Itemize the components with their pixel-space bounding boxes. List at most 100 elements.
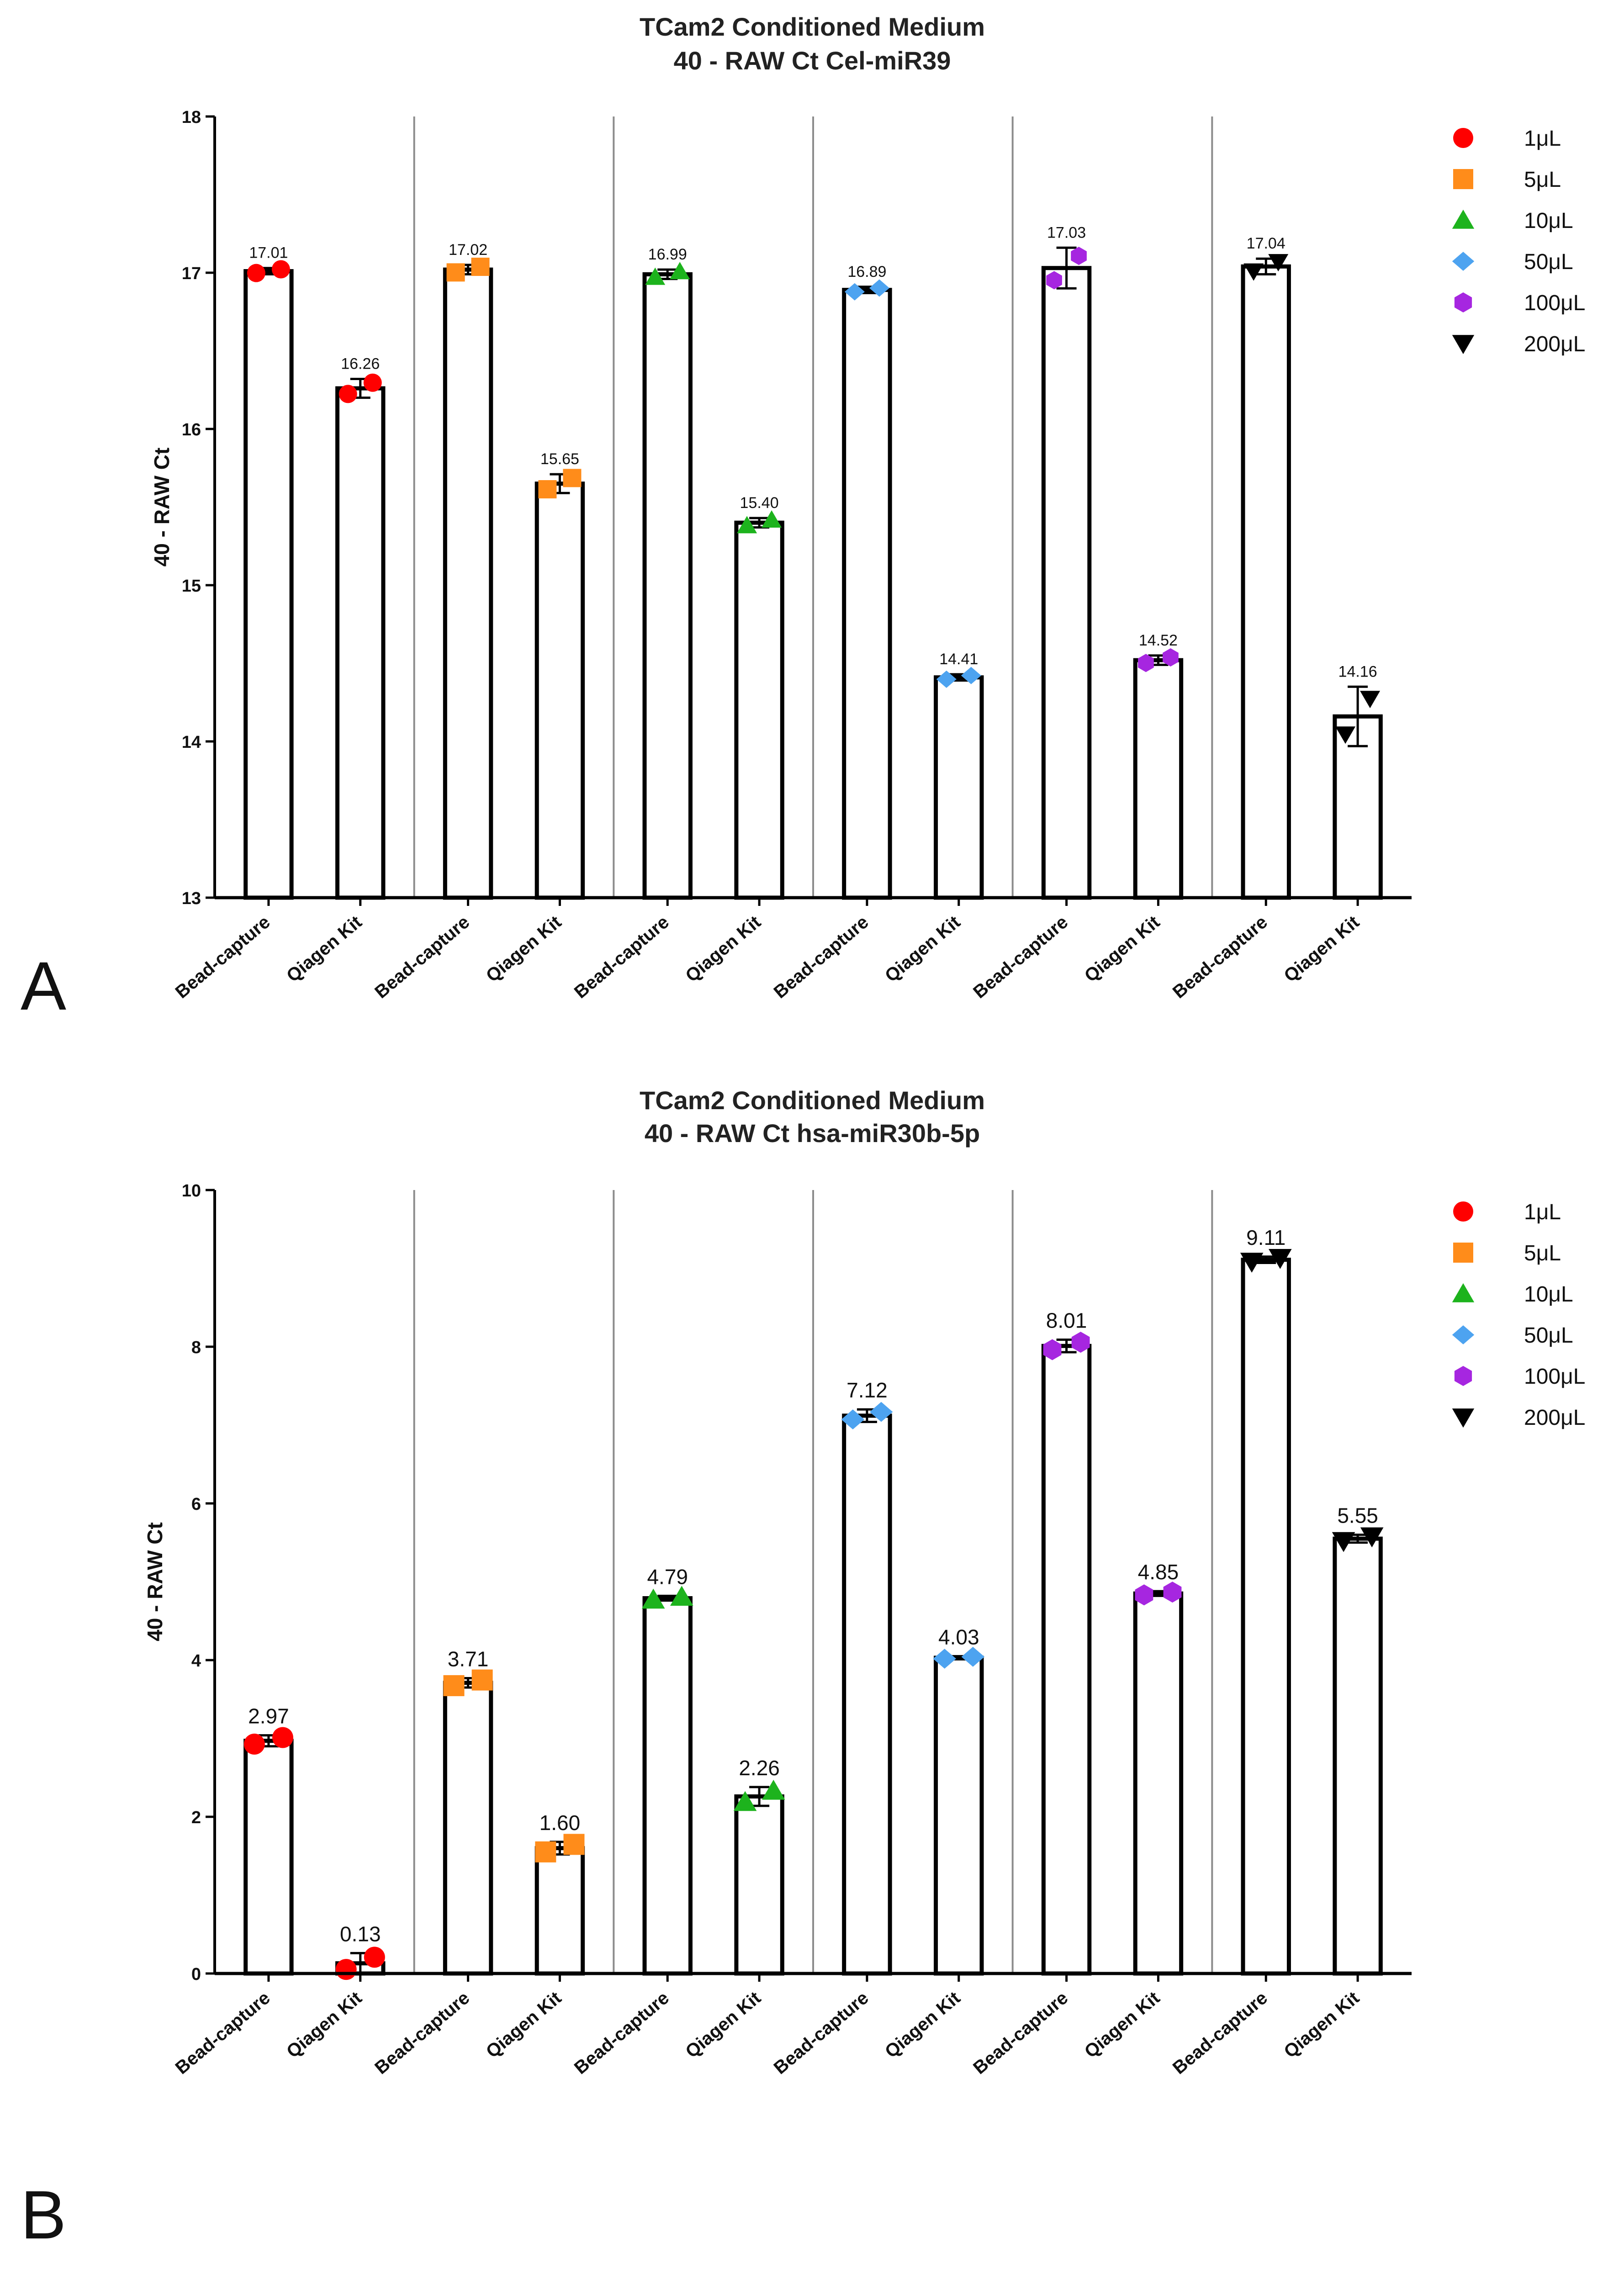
x-tick-label: Bead-capture	[1169, 1988, 1271, 2078]
data-point	[1163, 1582, 1182, 1603]
chart-title-line2: 40 - RAW Ct hsa-miR30b-5p	[645, 1119, 980, 1148]
legend-entry: 10μL	[1524, 209, 1573, 233]
legend-marker-50μL	[1452, 252, 1475, 271]
bar-50μL-Bead-capture	[842, 288, 892, 900]
data-point	[335, 1959, 357, 1980]
data-label: 17.03	[1047, 224, 1086, 241]
legend-entry: 50μL	[1524, 1323, 1573, 1348]
x-tick-label: Qiagen Kit	[881, 912, 964, 986]
legend-marker-5μL	[1453, 169, 1473, 189]
data-point	[364, 1947, 385, 1968]
panel-letter: B	[21, 2176, 66, 2253]
y-tick-label: 13	[182, 889, 201, 908]
data-point	[471, 258, 490, 276]
legend-entry: 1μL	[1524, 1200, 1561, 1224]
bar-100μL-Bead-capture	[1041, 266, 1092, 900]
data-point	[737, 516, 757, 534]
x-tick-label: Bead-capture	[172, 912, 274, 1002]
chart-title-line1: TCam2 Conditioned Medium	[640, 12, 985, 41]
data-point	[1332, 1532, 1355, 1552]
data-label: 8.01	[1046, 1309, 1087, 1333]
bar-10μL-Qiagen Kit	[734, 520, 784, 900]
data-point	[1335, 726, 1356, 744]
data-label: 4.85	[1138, 1560, 1179, 1584]
legend-entry: 200μL	[1524, 332, 1585, 356]
bar-100μL-Bead-capture	[1041, 1344, 1092, 1976]
data-label: 9.11	[1246, 1226, 1285, 1249]
bar-200μL-Bead-capture	[1241, 264, 1291, 900]
data-point	[670, 262, 690, 280]
data-label: 17.04	[1247, 235, 1285, 252]
legend-marker-1μL	[1453, 128, 1473, 148]
panel-letter: A	[21, 947, 66, 1024]
data-point	[869, 1402, 893, 1422]
bar-5μL-Qiagen Kit	[534, 481, 585, 900]
legend-marker-100μL	[1454, 292, 1472, 312]
data-point	[670, 1586, 693, 1606]
data-point	[538, 480, 557, 499]
data-point	[961, 667, 981, 684]
data-point	[446, 263, 465, 282]
data-point	[563, 469, 582, 487]
legend-marker-50μL	[1452, 1325, 1475, 1344]
legend-marker-100μL	[1454, 1366, 1472, 1386]
data-label: 2.97	[248, 1704, 289, 1728]
data-point	[1046, 271, 1062, 290]
data-point	[1269, 1249, 1292, 1269]
data-label: 3.71	[448, 1647, 489, 1671]
x-tick-label: Qiagen Kit	[1280, 1988, 1363, 2062]
y-tick-label: 8	[191, 1338, 201, 1357]
bar-100μL-Qiagen Kit	[1133, 1591, 1184, 1976]
y-tick-label: 14	[182, 733, 201, 752]
bar-200μL-Bead-capture	[1241, 1258, 1291, 1976]
y-tick-label: 17	[182, 264, 201, 283]
x-tick-label: Qiagen Kit	[482, 912, 566, 986]
data-label: 17.01	[249, 244, 288, 262]
bar-50μL-Qiagen Kit	[934, 675, 984, 900]
data-point	[641, 1588, 665, 1609]
data-point	[1243, 263, 1264, 281]
data-point	[1360, 1527, 1384, 1548]
data-point	[933, 1649, 956, 1669]
x-tick-label: Bead-capture	[172, 1988, 274, 2078]
data-label: 4.79	[647, 1565, 688, 1588]
bar-10μL-Qiagen Kit	[734, 1794, 784, 1976]
x-tick-label: Bead-capture	[571, 1988, 673, 2078]
legend-entry: 1μL	[1524, 127, 1561, 151]
legend-entry: 5μL	[1524, 1241, 1561, 1265]
data-point	[645, 267, 666, 285]
data-label: 15.65	[540, 450, 579, 468]
data-label: 7.12	[846, 1378, 888, 1402]
bar-10μL-Bead-capture	[642, 1596, 693, 1976]
legend-entry: 100μL	[1524, 1365, 1585, 1389]
bar-5μL-Qiagen Kit	[534, 1846, 585, 1976]
y-axis-label: 40 - RAW Ct	[143, 1522, 167, 1641]
y-axis-label: 40 - RAW Ct	[150, 448, 174, 567]
data-point	[1360, 691, 1381, 709]
y-tick-label: 16	[182, 420, 201, 439]
data-point	[339, 385, 357, 403]
data-point	[841, 1409, 865, 1429]
legend-entry: 50μL	[1524, 250, 1573, 274]
data-point	[271, 260, 290, 279]
data-label: 14.16	[1338, 663, 1377, 680]
x-tick-label: Qiagen Kit	[881, 1988, 964, 2062]
y-tick-label: 2	[191, 1808, 201, 1827]
data-point	[1043, 1339, 1062, 1360]
data-point	[443, 1675, 465, 1696]
data-point	[1135, 1584, 1153, 1606]
legend-marker-200μL	[1452, 1408, 1475, 1428]
bar-10μL-Bead-capture	[642, 272, 693, 900]
data-label: 15.40	[740, 494, 779, 512]
data-point	[563, 1834, 585, 1855]
x-tick-label: Qiagen Kit	[1081, 1988, 1164, 2062]
data-point	[535, 1841, 556, 1862]
x-tick-label: Bead-capture	[969, 1988, 1072, 2078]
data-label: 16.89	[847, 263, 886, 280]
x-tick-label: Qiagen Kit	[1280, 912, 1363, 986]
x-tick-label: Bead-capture	[770, 1988, 873, 2078]
data-point	[471, 1669, 493, 1691]
chart-title-line2: 40 - RAW Ct Cel-miR39	[674, 46, 951, 75]
y-tick-label: 15	[182, 577, 201, 596]
